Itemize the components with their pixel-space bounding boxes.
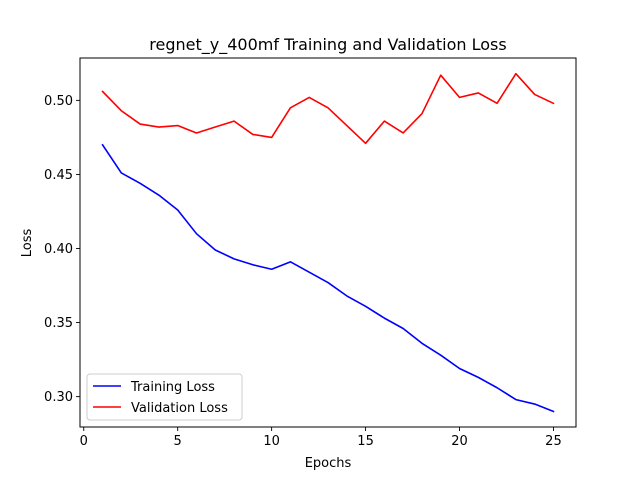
legend-label-training-loss: Training Loss — [130, 380, 215, 395]
y-tick-label: 0.40 — [44, 242, 73, 257]
y-tick-label: 0.35 — [44, 316, 73, 331]
y-tick-label: 0.50 — [44, 94, 73, 109]
y-axis-label: Loss — [20, 229, 35, 258]
series-line-training-loss — [101, 143, 555, 413]
x-tick-label: 0 — [80, 434, 88, 449]
legend: Training Loss Validation Loss — [86, 373, 243, 421]
x-tick-label: 5 — [174, 434, 182, 449]
x-axis-label: Epochs — [305, 456, 352, 471]
x-tick-label: 25 — [545, 434, 562, 449]
plot-area: 0 5 10 15 20 25 0.30 0.35 0.40 0.45 0.50 — [44, 57, 577, 449]
series-line-validation-loss — [101, 72, 555, 145]
legend-box — [86, 373, 243, 421]
x-axis-ticks: 0 5 10 15 20 25 — [80, 427, 562, 449]
legend-label-validation-loss: Validation Loss — [131, 401, 228, 416]
axes-frame — [79, 57, 577, 428]
y-axis-ticks: 0.30 0.35 0.40 0.45 0.50 — [44, 94, 80, 405]
x-tick-label: 10 — [263, 434, 280, 449]
y-tick-label: 0.45 — [44, 168, 73, 183]
x-tick-label: 15 — [357, 434, 374, 449]
chart-title: regnet_y_400mf Training and Validation L… — [149, 35, 506, 55]
x-tick-label: 20 — [451, 434, 468, 449]
y-tick-label: 0.30 — [44, 390, 73, 405]
series-layer — [101, 72, 555, 413]
